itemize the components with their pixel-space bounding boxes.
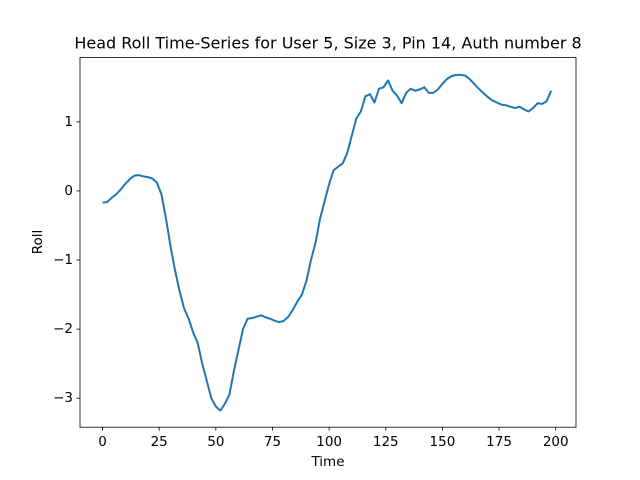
- y-tick-label: −2: [53, 321, 73, 337]
- y-axis-label: Roll: [30, 230, 46, 255]
- x-tick-label: 75: [264, 434, 281, 450]
- x-tick-label: 150: [430, 434, 456, 450]
- x-tick-label: 200: [543, 434, 569, 450]
- x-axis-label: Time: [310, 454, 344, 470]
- y-tick-label: −3: [53, 390, 73, 406]
- y-tick-label: −1: [53, 252, 73, 268]
- y-tick-label: 1: [64, 114, 73, 130]
- data-line: [102, 73, 553, 412]
- x-tick-label: 100: [316, 434, 342, 450]
- y-tick-label: 0: [64, 183, 73, 199]
- x-tick-label: 175: [486, 434, 512, 450]
- x-tick-label: 125: [373, 434, 399, 450]
- plot-frame: [79, 57, 577, 428]
- x-tick-label: 50: [207, 434, 224, 450]
- chart-title: Head Roll Time-Series for User 5, Size 3…: [74, 34, 581, 53]
- x-tick-label: 0: [98, 434, 107, 450]
- x-tick-label: 25: [151, 434, 168, 450]
